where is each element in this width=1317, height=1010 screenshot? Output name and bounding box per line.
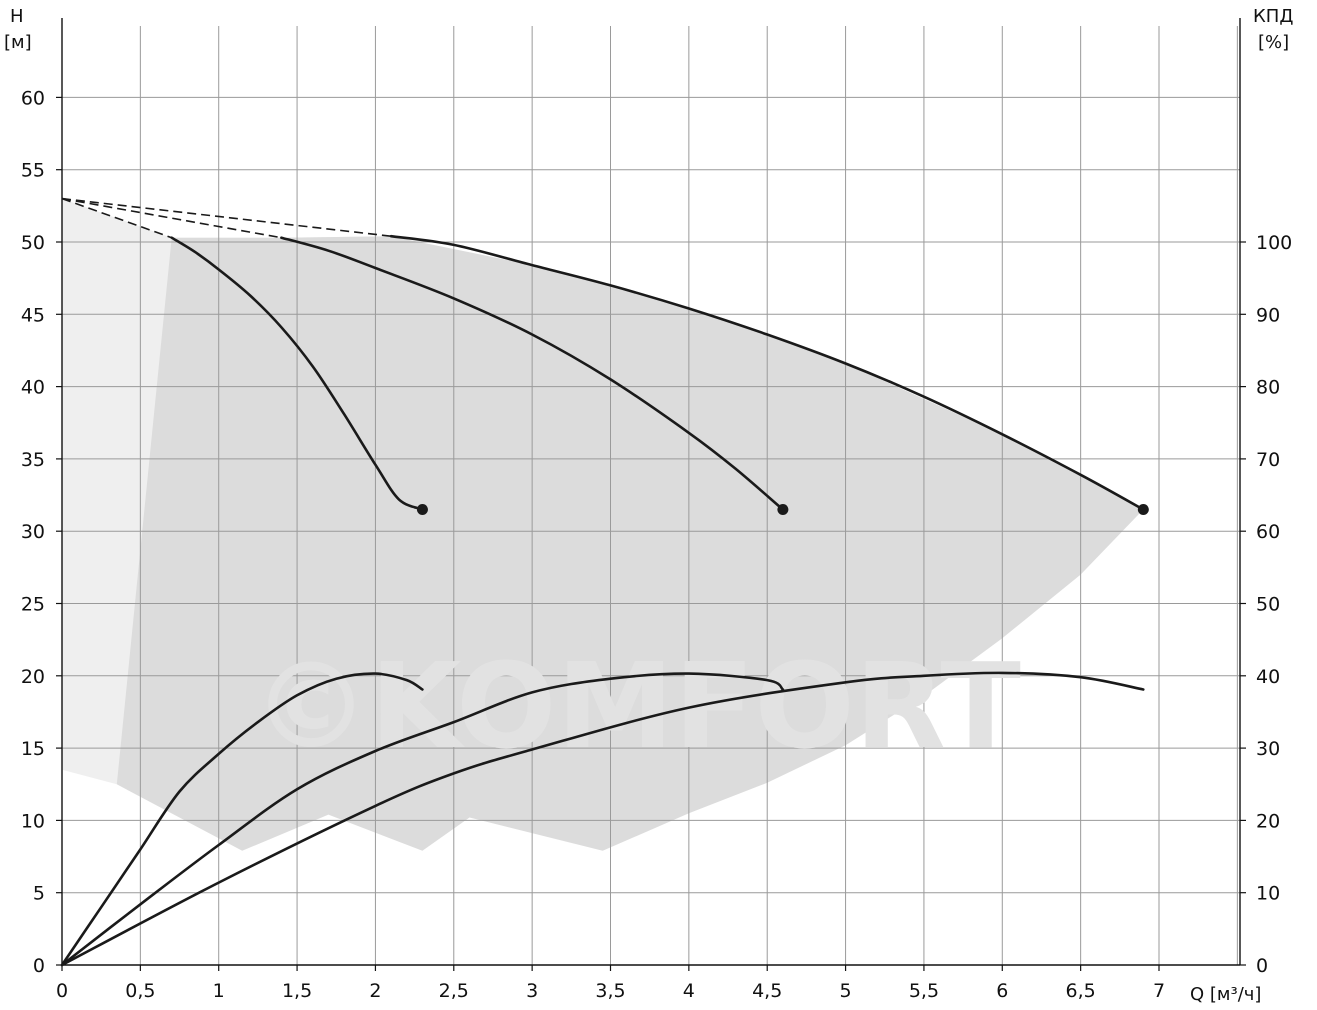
head-curve-dashed-2 xyxy=(61,197,282,239)
tick-labels: 0 0,5 1 1,5 2 2,5 3 3,5 4 4,5 5 5,5 6 6,5 705101520253… xyxy=(21,87,1292,1002)
y-left-tick-label: 20 xyxy=(21,666,45,688)
y-left-tick-label: 25 xyxy=(21,594,45,616)
watermark-text: ©KOMFORT xyxy=(252,637,1021,775)
y-left-tick-label: 10 xyxy=(21,810,45,832)
shaded-region-2 xyxy=(116,236,1144,851)
y-right-title-line1: КПД xyxy=(1253,6,1293,27)
x-tick-label: 6 xyxy=(996,980,1008,1002)
y-left-title-line1: H xyxy=(10,6,24,27)
y-left-title-line2: [м] xyxy=(4,32,32,53)
y-left-tick-label: 30 xyxy=(21,521,45,543)
x-axis-title: Q [м³/ч] xyxy=(1190,984,1261,1005)
efficiency-curve-1 xyxy=(60,672,424,967)
x-tick-label: 1,5 xyxy=(282,980,312,1002)
head-curve-end-marker-1 xyxy=(416,504,428,516)
y-right-tick-label: 10 xyxy=(1256,883,1280,905)
head-curve-dashed-1 xyxy=(61,197,172,239)
x-tick-label: 2 xyxy=(369,980,381,1002)
y-right-tick-label: 60 xyxy=(1256,521,1280,543)
x-tick-label: 1 xyxy=(213,980,225,1002)
y-right-tick-label: 20 xyxy=(1256,810,1280,832)
head-curve-1 xyxy=(170,236,424,511)
y-right-tick-label: 70 xyxy=(1256,449,1280,471)
y-left-tick-label: 35 xyxy=(21,449,45,471)
y-right-tick-label: 100 xyxy=(1256,232,1292,254)
y-right-tick-label: 90 xyxy=(1256,304,1280,326)
y-left-tick-label: 60 xyxy=(21,87,45,109)
head-curve-2 xyxy=(280,236,785,511)
axes xyxy=(56,18,1246,971)
x-tick-label: 4,5 xyxy=(752,980,782,1002)
head-curve-3 xyxy=(389,234,1145,511)
y-right-tick-label: 0 xyxy=(1256,955,1268,977)
shaded-regions xyxy=(62,198,1144,851)
y-left-tick-label: 40 xyxy=(21,377,45,399)
x-tick-label: 6,5 xyxy=(1066,980,1096,1002)
watermark: ©KOMFORT xyxy=(252,637,1021,775)
y-left-tick-label: 50 xyxy=(21,232,45,254)
x-tick-label: 0 xyxy=(56,980,68,1002)
efficiency-curve-2 xyxy=(60,672,785,967)
x-tick-label: 0,5 xyxy=(125,980,155,1002)
y-left-tick-label: 15 xyxy=(21,738,45,760)
axis-titles: H [м] КПД [%] Q [м³/ч] xyxy=(4,6,1293,1005)
x-tick-label: 3 xyxy=(526,980,538,1002)
y-right-tick-label: 50 xyxy=(1256,594,1280,616)
x-tick-label: 5,5 xyxy=(909,980,939,1002)
head-curve-end-marker-3 xyxy=(1137,504,1149,516)
y-left-tick-label: 45 xyxy=(21,304,45,326)
y-right-tick-label: 80 xyxy=(1256,377,1280,399)
head-curve-end-marker-2 xyxy=(777,504,789,516)
y-left-tick-label: 0 xyxy=(33,955,45,977)
efficiency-curve-3 xyxy=(60,671,1145,967)
y-right-tick-label: 30 xyxy=(1256,738,1280,760)
x-tick-label: 4 xyxy=(683,980,695,1002)
y-right-tick-label: 40 xyxy=(1256,666,1280,688)
y-left-tick-label: 5 xyxy=(33,883,45,905)
y-left-tick-label: 55 xyxy=(21,160,45,182)
y-right-title-line2: [%] xyxy=(1258,32,1289,53)
x-tick-label: 2,5 xyxy=(439,980,469,1002)
x-tick-label: 7 xyxy=(1153,980,1165,1002)
curves xyxy=(60,197,1149,967)
grid xyxy=(62,26,1240,965)
x-tick-label: 5 xyxy=(840,980,852,1002)
x-tick-label: 3,5 xyxy=(595,980,625,1002)
